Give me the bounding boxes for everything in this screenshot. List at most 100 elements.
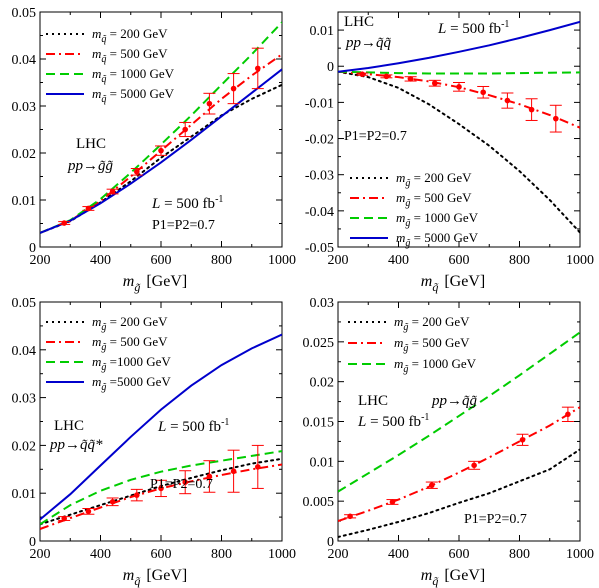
y-tick-label: 0.04 [12, 53, 37, 68]
data-point [407, 76, 414, 82]
y-tick-label: 0.005 [303, 495, 335, 510]
x-tick-label: 600 [449, 253, 470, 268]
series-line-0 [338, 70, 580, 234]
x-tick-label: 1000 [268, 253, 296, 268]
x-tick-label: 800 [509, 547, 530, 562]
data-point [61, 220, 67, 226]
legend-label-3: mg̃ = 5000 GeV [396, 230, 479, 249]
data-point [230, 468, 237, 475]
series-line-2 [338, 331, 580, 493]
process-label-0: LHC [358, 393, 388, 409]
data-point [109, 188, 116, 195]
data-point [85, 205, 92, 212]
process-label-0: LHC [76, 136, 106, 152]
data-point [182, 479, 188, 486]
luminosity-label: L = 500 fb-1 [357, 412, 429, 430]
y-tick-label: 0.02 [12, 439, 37, 454]
y-tick-label: 0.02 [310, 376, 335, 391]
x-tick-label: 1000 [268, 547, 296, 562]
y-tick-label: 0.01 [310, 455, 335, 470]
data-point [432, 80, 438, 87]
y-tick-label: 0.03 [310, 296, 335, 311]
data-point [347, 513, 353, 520]
y-tick-label: 0 [327, 535, 334, 550]
process-label-1: pp→q̃q̃ [345, 35, 392, 51]
data-point [471, 462, 477, 469]
data-point [565, 411, 571, 418]
y-tick-label: 0.05 [12, 6, 37, 21]
y-tick-label: 0 [29, 241, 36, 256]
legend-label-2: mg̃ = 1000 GeV [396, 210, 479, 229]
data-point [61, 515, 67, 522]
x-tick-label: 600 [151, 547, 172, 562]
process-label-1: pp→q̃q̃* [49, 437, 103, 453]
data-point [480, 89, 487, 96]
y-tick-label: 0 [29, 535, 36, 550]
y-tick-label: -0.01 [305, 96, 334, 111]
data-point [254, 65, 261, 72]
data-point [134, 169, 140, 175]
legend-label-1: mg̃ = 500 GeV [394, 335, 470, 354]
data-point [158, 147, 164, 154]
data-point [383, 73, 390, 80]
y-tick-label: 0.02 [12, 147, 37, 162]
legend-label-0: mg̃ = 200 GeV [394, 314, 470, 333]
x-axis-label: mq̃ [GeV] [421, 273, 485, 294]
legend-label-0: mg̃ = 200 GeV [92, 314, 168, 333]
y-tick-label: -0.02 [305, 133, 334, 148]
legend-label-1: mq̃ = 500 GeV [92, 46, 168, 65]
y-tick-label: -0.05 [305, 241, 334, 256]
data-point [456, 84, 462, 90]
series-line-3 [40, 333, 282, 521]
legend-label-3: mq̃ = 5000 GeV [92, 86, 175, 105]
y-tick-label: 0.03 [12, 100, 37, 115]
data-point [553, 115, 559, 122]
data-point [182, 126, 188, 133]
series-line-3 [338, 20, 580, 73]
series-line-2 [338, 70, 580, 75]
y-tick-label: 0.04 [12, 344, 37, 359]
x-axis-label: mq̃ [GeV] [123, 567, 187, 588]
data-point [230, 85, 237, 92]
series-line-2 [40, 450, 282, 526]
x-tick-label: 1000 [566, 253, 594, 268]
process-label-0: LHC [344, 14, 374, 30]
data-point [134, 492, 140, 498]
legend-label-2: mq̃ = 1000 GeV [92, 66, 175, 85]
data-point [85, 508, 92, 515]
x-tick-label: 200 [30, 547, 51, 562]
luminosity-label: L = 500 fb-1 [151, 194, 223, 212]
legend-label-2: mg̃ = 1000 GeV [394, 356, 477, 375]
x-tick-label: 400 [388, 547, 409, 562]
chart-panel-bottom-left: 200 400 600 800 1000 0 0.01 0.02 0.03 0.04 0.05 mq̃… [12, 296, 297, 588]
luminosity-label: L = 500 fb-1 [157, 417, 229, 435]
data-point [254, 464, 261, 470]
data-point [158, 485, 164, 492]
y-tick-label: -0.03 [305, 169, 334, 184]
y-tick-label: 0.01 [12, 487, 37, 502]
data-point [109, 499, 116, 505]
process-label-1: pp→q̃g̃ [431, 393, 478, 409]
series-line-3 [40, 68, 282, 234]
polarization-label: P1=P2=0.7 [152, 218, 215, 233]
x-tick-label: 400 [90, 253, 111, 268]
data-point [359, 71, 366, 77]
chart-panel-top-right: 200 400 600 800 1000 -0.05 -0.04 -0.03 -0.02 -0.0… [305, 11, 594, 294]
polarization-label: P1=P2=0.7 [344, 129, 407, 144]
data-point [428, 482, 435, 489]
x-tick-label: 600 [151, 253, 172, 268]
x-tick-label: 800 [211, 547, 232, 562]
x-tick-label: 200 [328, 253, 349, 268]
x-axis-label: mq̃ [GeV] [421, 567, 485, 588]
legend-label-0: mg̃ = 200 GeV [396, 170, 472, 189]
polarization-label: P1=P2=0.7 [464, 512, 527, 527]
data-point [528, 106, 535, 113]
data-point [519, 437, 526, 443]
legend-label-3: mg̃ =5000 GeV [92, 374, 171, 393]
legend-label-2: mg̃ =1000 GeV [92, 354, 171, 373]
x-tick-label: 800 [509, 253, 530, 268]
